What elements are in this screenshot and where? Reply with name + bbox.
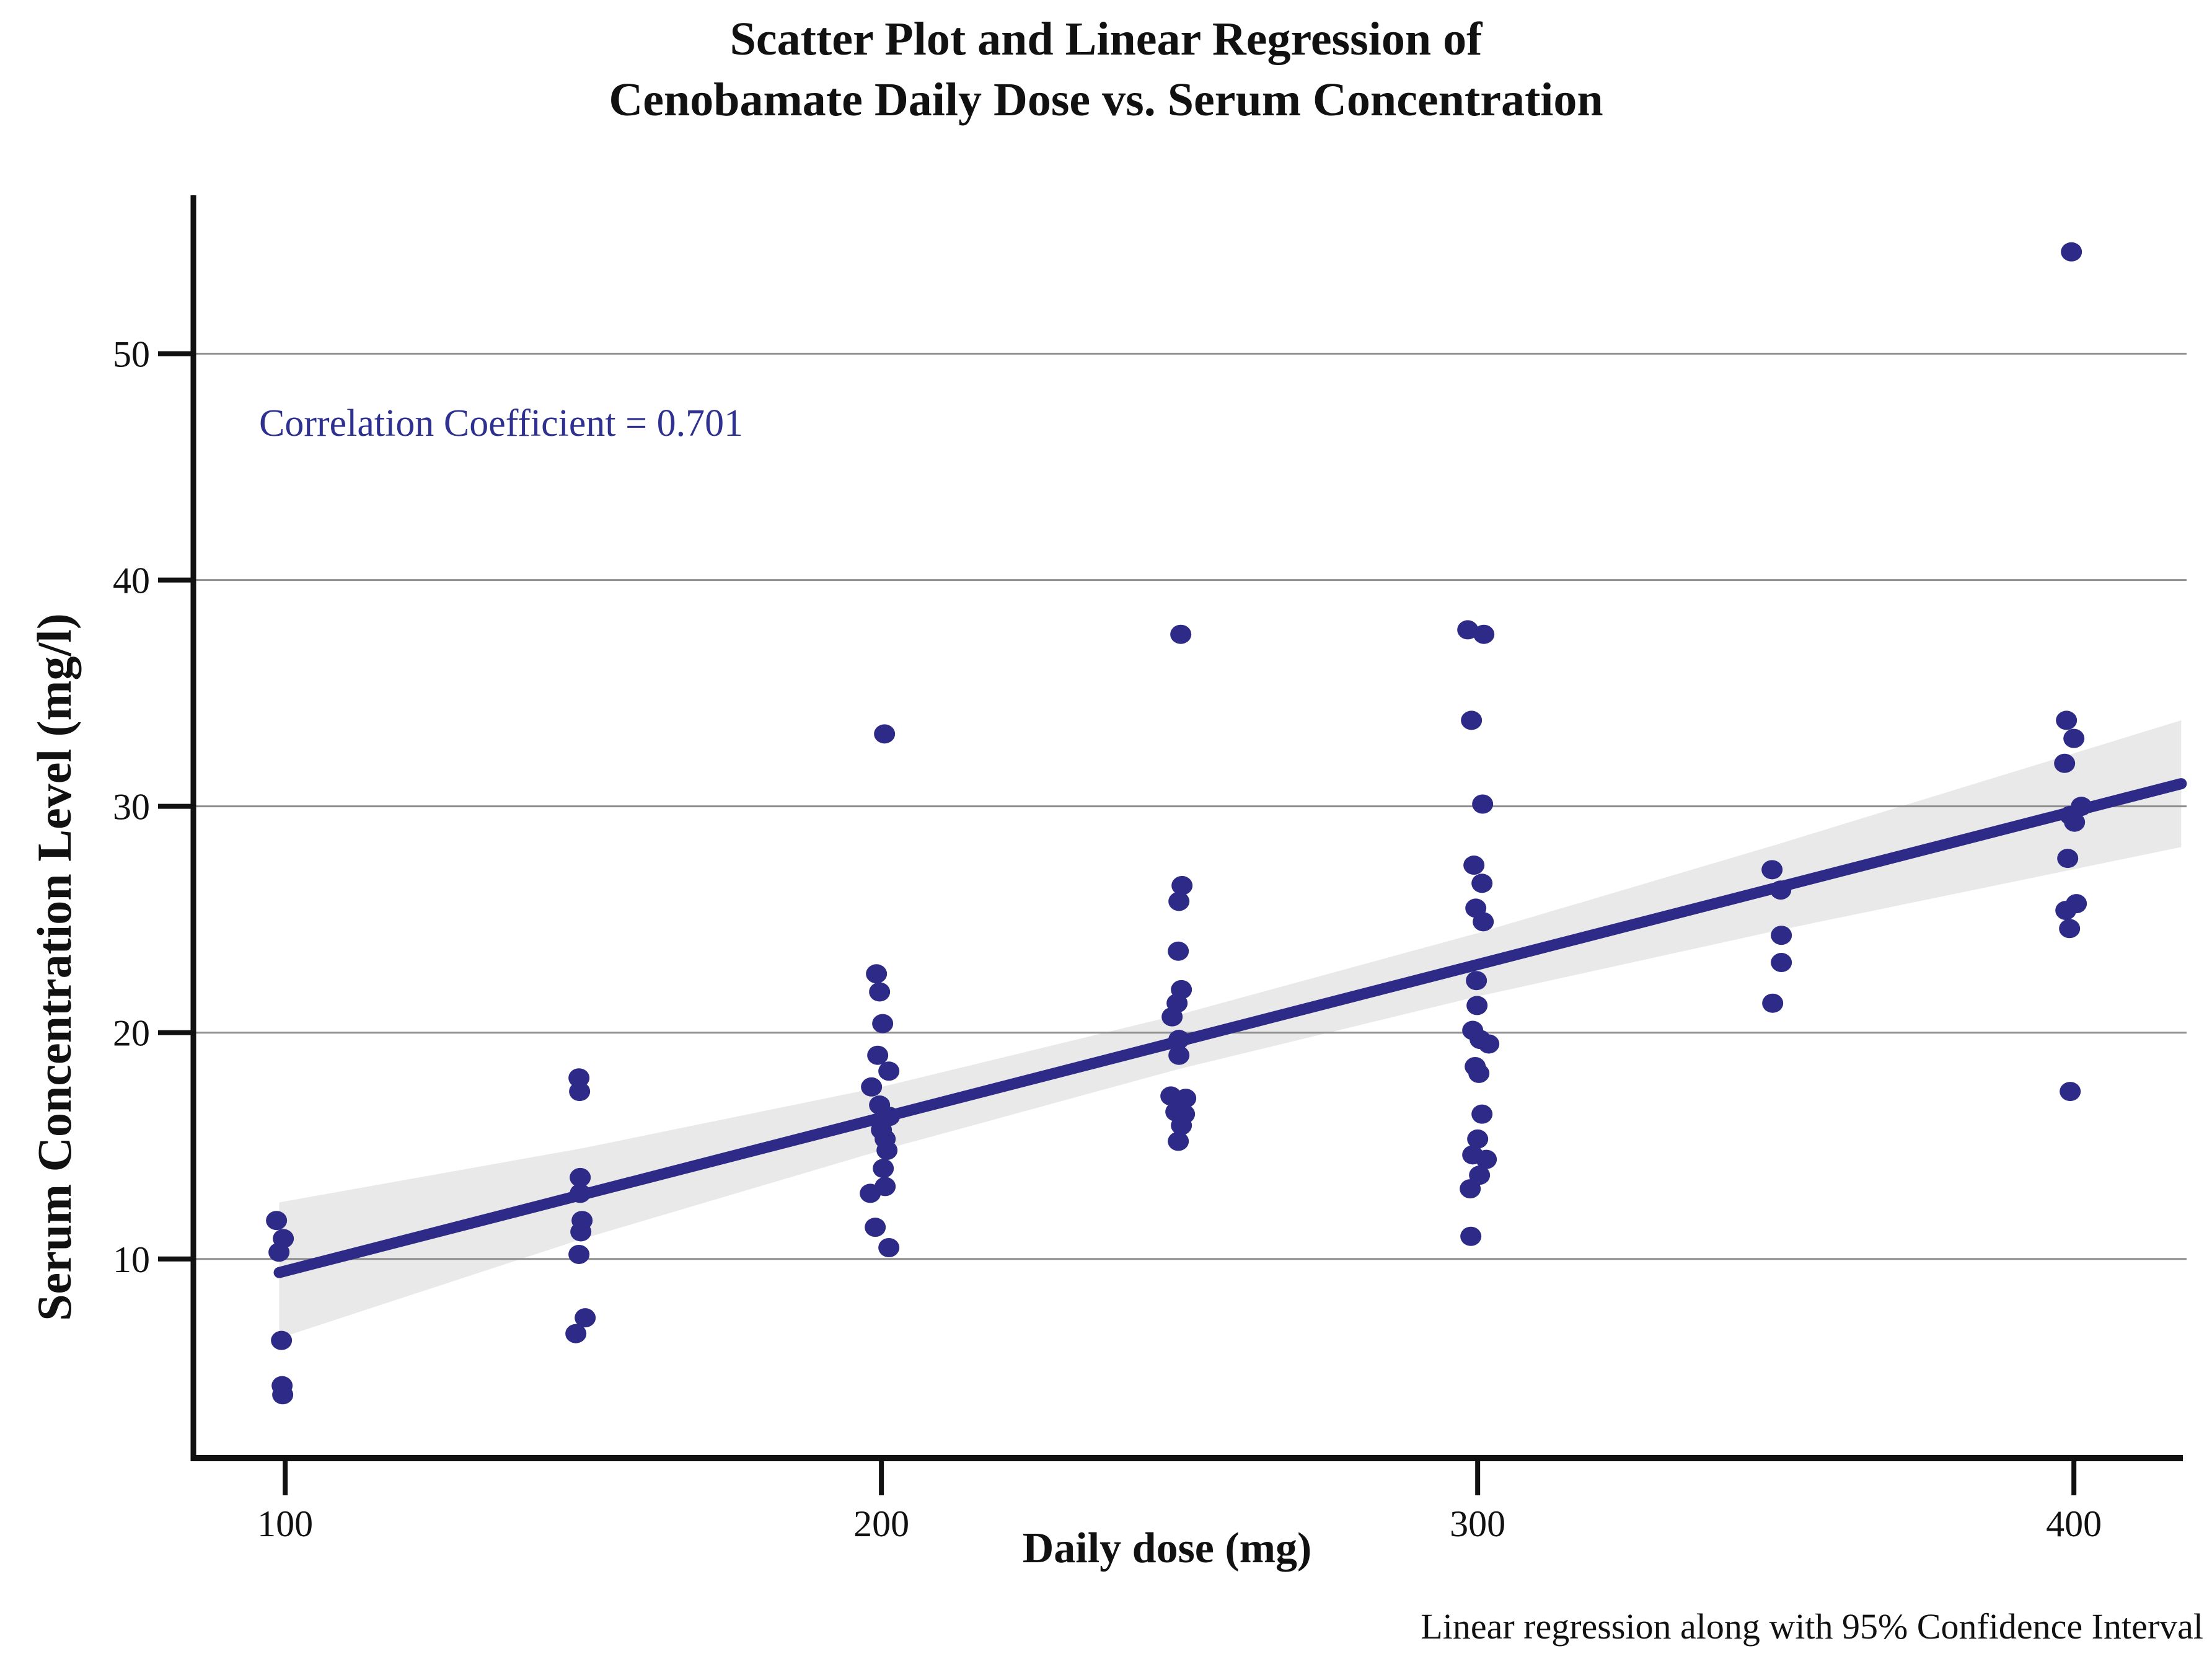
scatter-point: [2060, 1082, 2081, 1102]
x-tick-label-300: 300: [1450, 1503, 1505, 1544]
scatter-point: [1471, 1104, 1493, 1124]
scatter-point: [872, 1014, 894, 1033]
scatter-point: [1473, 624, 1495, 644]
scatter-point: [272, 1385, 294, 1405]
scatter-point: [1762, 993, 1784, 1013]
scatter-point: [1168, 1131, 1189, 1151]
scatter-point: [568, 1244, 590, 1264]
x-axis-label: Daily dose (mg): [1022, 1524, 1312, 1572]
scatter-point: [266, 1211, 288, 1231]
scatter-point: [2054, 753, 2076, 773]
chart-title-line2: Cenobamate Daily Dose vs. Serum Concentr…: [609, 74, 1603, 126]
y-axis-label: Serum Concentration Level (mg/l): [27, 613, 81, 1321]
scatter-point: [861, 1077, 883, 1097]
scatter-point: [867, 1045, 889, 1065]
scatter-point: [570, 1222, 592, 1242]
scatter-point: [569, 1082, 591, 1102]
scatter-point: [1771, 926, 1792, 945]
scatter-point: [1476, 1149, 1497, 1169]
scatter-point: [268, 1242, 290, 1262]
scatter-point: [2059, 919, 2081, 939]
scatter-point: [2055, 901, 2077, 921]
y-tick-label-10: 10: [113, 1239, 150, 1280]
scatter-point: [866, 964, 888, 984]
scatter-point: [2061, 242, 2082, 262]
scatter-point: [1463, 856, 1485, 875]
scatter-point: [1171, 875, 1193, 895]
y-tick-label-40: 40: [113, 560, 150, 601]
scatter-point: [2063, 728, 2085, 748]
scatter-point: [575, 1308, 596, 1328]
scatter-point: [1468, 1063, 1490, 1083]
scatter-point: [1472, 794, 1494, 814]
y-tick-label-30: 30: [113, 787, 150, 828]
x-tick-label-200: 200: [853, 1503, 909, 1544]
chart-title: Scatter Plot and Linear Regression of Ce…: [0, 9, 2212, 130]
scatter-point: [878, 1238, 900, 1257]
scatter-point: [876, 1141, 898, 1161]
x-tick-label-100: 100: [257, 1503, 313, 1544]
scatter-point: [1478, 1034, 1500, 1054]
scatter-point: [1460, 1179, 1481, 1199]
scatter-point: [570, 1183, 591, 1203]
scatter-point: [1161, 1007, 1183, 1027]
scatter-point: [869, 982, 891, 1002]
scatter-point: [1171, 1115, 1192, 1135]
correlation-annotation: Correlation Coefficient = 0.701: [259, 402, 744, 445]
scatter-point: [1761, 860, 1783, 880]
scatter-point: [2056, 710, 2078, 730]
scatter-point: [2064, 812, 2086, 832]
scatter-point: [1460, 1226, 1482, 1246]
scatter-point: [1471, 874, 1493, 893]
scatter-point: [565, 1324, 587, 1343]
scatter-point: [1461, 710, 1483, 730]
scatter-point: [1467, 1129, 1489, 1149]
scatter-point: [1168, 891, 1190, 911]
regression-line: [273, 778, 2187, 1278]
scatter-point: [878, 1061, 900, 1081]
scatter-point: [271, 1330, 293, 1350]
scatter-point: [1168, 1030, 1190, 1050]
scatter-point: [1168, 1045, 1190, 1065]
scatter-point: [873, 1159, 894, 1179]
scatter-point: [1170, 624, 1192, 644]
y-tick-label-20: 20: [113, 1013, 150, 1054]
scatter-point: [568, 1068, 590, 1088]
scatter-point: [1175, 1089, 1197, 1108]
y-tick-label-50: 50: [113, 334, 150, 375]
scatter-point: [1466, 971, 1487, 991]
scatter-point: [1771, 953, 1792, 973]
scatter-point: [860, 1183, 881, 1203]
scatter-point: [1473, 912, 1494, 932]
scatter-point: [1457, 620, 1479, 640]
scatter-point: [570, 1167, 591, 1187]
x-tick-label-400: 400: [2046, 1503, 2102, 1544]
scatter-point: [865, 1218, 886, 1237]
scatter-point: [1168, 941, 1189, 961]
scatter-point: [1466, 996, 1488, 1015]
chart-title-line1: Scatter Plot and Linear Regression of: [729, 13, 1483, 65]
scatter-point: [874, 724, 896, 744]
scatter-point: [1770, 880, 1792, 900]
scatter-point: [2057, 849, 2079, 869]
figure-caption: Linear regression along with 95% Confide…: [1421, 1606, 2203, 1647]
